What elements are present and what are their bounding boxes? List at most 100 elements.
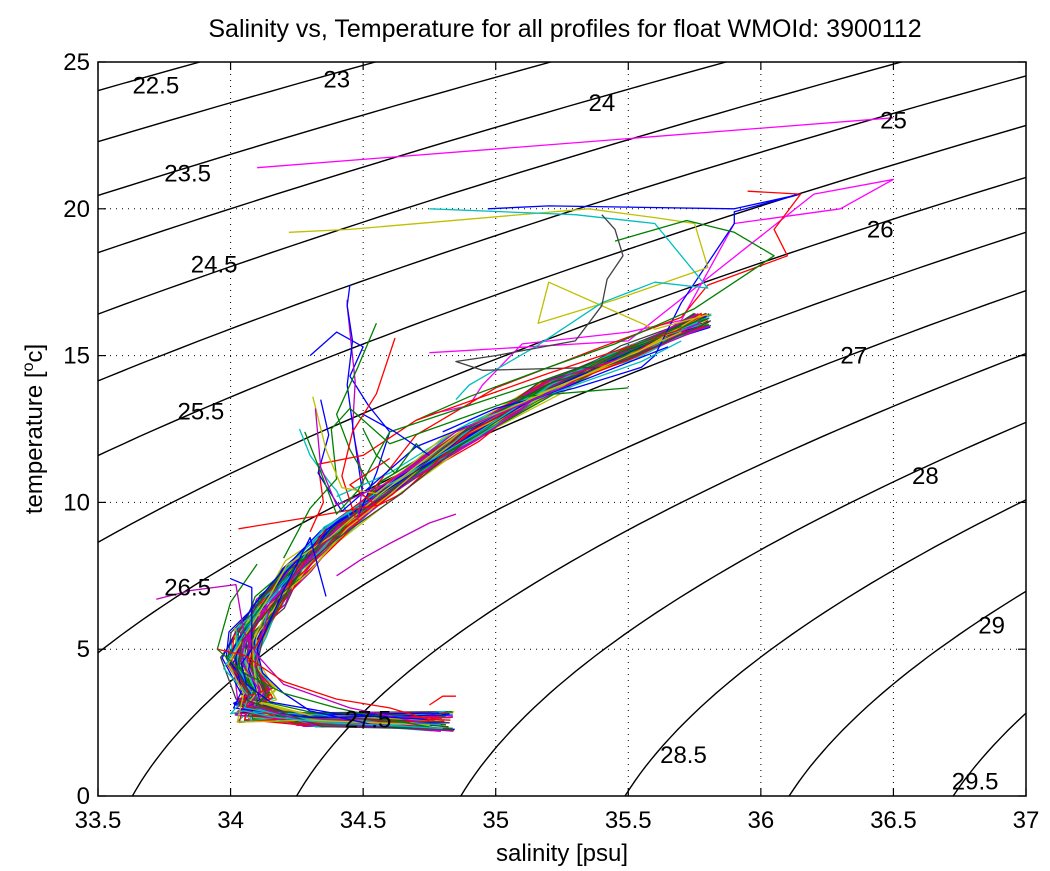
density-contour-line [98,75,1026,382]
density-contour-label: 27 [840,343,867,370]
density-contour-line [98,231,1026,654]
profile-line [237,318,698,726]
profile-line [257,117,894,169]
profile-line [235,313,698,728]
density-contour-label: 26.5 [164,575,211,602]
profile-line [455,214,656,371]
chart-title: Salinity vs, Temperature for all profile… [208,15,921,43]
density-contour-label: 25.5 [178,398,225,425]
profile-line [238,313,697,730]
profile-line [255,321,709,720]
density-contour-line [98,62,729,254]
density-contour-line [788,590,1026,796]
density-contour-line [952,712,1026,796]
profile-line [429,695,456,706]
profile-line [227,317,701,728]
profile-line [236,322,695,717]
profile-line [243,315,704,722]
x-tick-label: 37 [1013,807,1040,834]
profile-line [415,219,775,421]
profile-line [228,313,705,721]
density-contour-label: 24 [589,90,616,117]
profile-line [243,316,696,728]
profile-line [362,413,430,456]
density-contour-labels: 22.5 23 23.5 24 24.5 25 25.5 26 26.5 27 27.5 28 28.5… [132,67,1005,796]
x-tick-label: 35.5 [605,807,652,834]
profile-line [229,704,443,730]
profile-line [346,285,364,497]
x-tick-label: 33.5 [75,807,122,834]
y-axis-label-end: c] [21,344,48,363]
profile-line [246,313,712,730]
profile-line [312,331,682,495]
density-contour-line [295,352,1026,796]
density-contour-label: 27.5 [345,707,392,734]
profile-line [256,536,377,727]
density-contour-label: 23 [323,67,350,94]
profile-line [250,322,702,727]
profile-line [227,314,701,726]
profile-line [223,322,708,726]
profile-line [234,321,701,732]
x-tick-label: 34 [217,807,244,834]
profile-line [236,326,705,724]
profile-line [314,381,576,506]
profile-line [236,323,701,723]
profile-line [362,428,425,474]
density-contour-label: 29.5 [952,768,999,795]
y-tick-label: 0 [77,783,90,810]
profile-line [309,328,682,533]
profile-line [239,325,702,727]
x-tick-label: 36 [748,807,775,834]
profile-line [298,428,351,518]
y-axis-label: temperature [oc] [20,344,48,514]
profile-line [238,457,391,530]
profile-line [216,563,438,730]
density-contour-label: 26 [867,216,894,243]
profile-line [235,321,699,727]
density-contour-line [98,62,905,315]
density-contour-line [459,421,1026,796]
density-contour-line [98,124,1026,457]
profile-line [232,315,707,719]
x-tick-label: 34.5 [340,807,387,834]
profiles [156,117,895,732]
profile-line [230,578,430,721]
y-axis-ticks: 0 5 10 15 20 25 [63,49,1026,810]
profile-line [247,320,712,724]
profile-line [304,325,682,515]
y-tick-label: 15 [63,343,90,370]
y-tick-label: 25 [63,49,90,76]
y-tick-label: 20 [63,196,90,223]
profile-line [235,325,710,731]
density-contour-line [624,499,1026,796]
profile-line [217,648,430,721]
profile-line [238,317,704,729]
x-tick-label: 35 [482,807,509,834]
profile-line [335,323,377,497]
density-contour-line [98,176,1026,544]
y-tick-label: 5 [77,636,90,663]
y-tick-label: 10 [63,489,90,516]
density-contour-label: 25 [880,108,907,135]
x-axis-label: salinity [psu] [496,840,628,867]
density-contour-label: 24.5 [191,252,238,279]
profile-line [225,322,708,719]
profile-line [252,321,710,732]
profile-line [362,190,802,503]
profile-line [251,316,702,723]
density-contour-label: 28.5 [660,742,707,769]
y-axis-label-main: temperature [ [21,371,48,514]
profile-line [283,387,629,559]
profile-line [231,321,697,718]
profile-line [219,317,698,731]
profile-line [288,208,709,330]
profile-line [249,315,703,721]
density-contour-line [131,289,1026,796]
density-contour-line [98,62,554,197]
density-contour-label: 28 [912,463,939,490]
density-contour-label: 23.5 [164,161,211,188]
profile-line [235,312,696,728]
density-contours [98,62,1026,796]
